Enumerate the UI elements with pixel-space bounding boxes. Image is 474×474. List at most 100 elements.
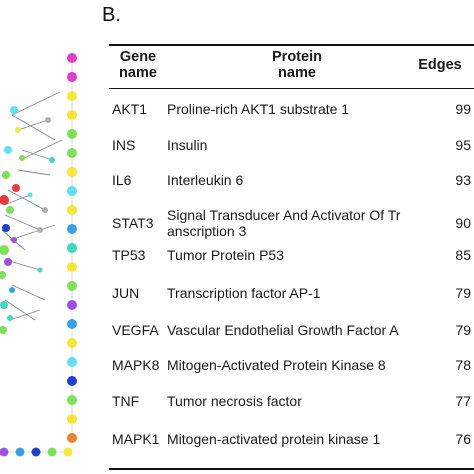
network-node: [6, 206, 14, 214]
network-node: [67, 243, 77, 253]
protein-name-line: Signal Transducer And Activator Of Tr: [167, 207, 401, 223]
gene-name-cell: JUN: [112, 285, 140, 301]
network-node: [7, 315, 13, 321]
gene-name-cell: AKT1: [112, 101, 148, 117]
header-edges: Edges: [418, 57, 462, 73]
network-node: [67, 224, 77, 234]
network-node: [67, 186, 77, 196]
network-edge: [11, 114, 56, 141]
protein-name-line: Transcription factor AP-1: [167, 285, 321, 301]
protein-name-cell: Tumor Protein P53: [167, 247, 402, 263]
network-node: [67, 433, 77, 443]
gene-name-cell: TNF: [112, 393, 140, 409]
protein-name-cell: Tumor necrosis factor: [167, 393, 402, 409]
network-node: [42, 207, 48, 213]
gene-name-cell: STAT3: [112, 215, 154, 231]
network-node: [2, 224, 10, 232]
edges-cell: 93: [455, 172, 471, 188]
table-top-rule: [109, 44, 474, 46]
network-node: [0, 195, 9, 205]
header-protein-name: Protein name: [197, 49, 397, 81]
protein-name-cell: Insulin: [167, 137, 402, 153]
network-node: [15, 127, 21, 133]
edges-cell: 90: [455, 215, 471, 231]
network-edge: [9, 224, 56, 241]
protein-name-line: Interleukin 6: [167, 172, 244, 188]
network-node: [67, 148, 77, 158]
edges-cell: 79: [455, 322, 471, 338]
network-node: [11, 237, 17, 243]
network-node: [0, 271, 6, 279]
network-node: [15, 447, 25, 457]
network-edge: [4, 214, 41, 231]
header-protein-line2: name: [278, 65, 316, 81]
protein-name-cell: Transcription factor AP-1: [167, 285, 402, 301]
protein-name-line: Mitogen-activated protein kinase 1: [167, 431, 381, 447]
protein-name-line: Tumor necrosis factor: [167, 393, 302, 409]
network-node: [47, 447, 57, 457]
network-node: [67, 357, 77, 367]
network-edge: [3, 194, 31, 206]
network-node: [37, 267, 43, 273]
protein-name-line: anscription 3: [167, 223, 247, 239]
network-edge: [21, 149, 53, 161]
protein-name-cell: Interleukin 6: [167, 172, 402, 188]
protein-name-cell: Mitogen-activated protein kinase 1: [167, 431, 402, 447]
header-gene-line2: name: [119, 65, 157, 81]
protein-name-line: Proline-rich AKT1 substrate 1: [167, 101, 350, 117]
gene-name-cell: MAPK1: [112, 431, 160, 447]
network-node: [63, 447, 73, 457]
protein-name-cell: Vascular Endothelial Growth Factor A: [167, 322, 402, 338]
network-node: [31, 447, 41, 457]
protein-name-line: Mitogen-Activated Protein Kinase 8: [167, 357, 386, 373]
gene-name-cell: INS: [112, 137, 136, 153]
network-node: [0, 326, 7, 334]
network-node: [67, 338, 77, 348]
network-node: [67, 205, 77, 215]
network-node: [19, 155, 25, 161]
edges-cell: 78: [455, 357, 471, 373]
gene-name-cell: MAPK8: [112, 357, 160, 373]
network-edge: [7, 189, 46, 211]
network-node: [27, 192, 33, 198]
network-edge: [11, 284, 46, 301]
network-node: [67, 53, 77, 63]
gene-name-cell: VEGFA: [112, 322, 159, 338]
network-node: [67, 167, 77, 177]
network-node: [67, 319, 77, 329]
edges-cell: 99: [455, 101, 471, 117]
network-edge: [9, 309, 41, 321]
network-node: [67, 129, 77, 139]
network-edge: [17, 169, 51, 176]
network-node: [67, 414, 77, 424]
edges-cell: 79: [455, 285, 471, 301]
table-header-rule: [109, 88, 474, 89]
network-edge: [19, 139, 63, 161]
network-node: [67, 91, 77, 101]
edges-cell: 95: [455, 137, 471, 153]
header-protein-line1: Protein: [272, 49, 322, 65]
network-edge: [11, 91, 61, 116]
network-node: [67, 300, 77, 310]
network-node: [9, 287, 15, 293]
header-gene-line1: Gene: [119, 49, 157, 65]
network-edge: [17, 119, 49, 131]
panel-label: B.: [102, 4, 121, 26]
gene-name-cell: TP53: [112, 247, 146, 263]
protein-name-line: Insulin: [167, 137, 208, 153]
edges-cell: 77: [455, 393, 471, 409]
edges-cell: 85: [455, 247, 471, 263]
network-node: [0, 447, 9, 457]
network-node: [4, 146, 12, 154]
network-graph-fragment: [0, 53, 77, 457]
protein-name-line: Tumor Protein P53: [167, 247, 284, 263]
protein-name-cell: Proline-rich AKT1 substrate 1: [167, 101, 402, 117]
network-node: [4, 258, 12, 266]
network-node: [67, 395, 77, 405]
table-bottom-rule: [109, 468, 474, 470]
network-node: [0, 301, 8, 309]
network-node: [67, 72, 77, 82]
network-node: [0, 245, 9, 255]
network-node: [67, 262, 77, 272]
